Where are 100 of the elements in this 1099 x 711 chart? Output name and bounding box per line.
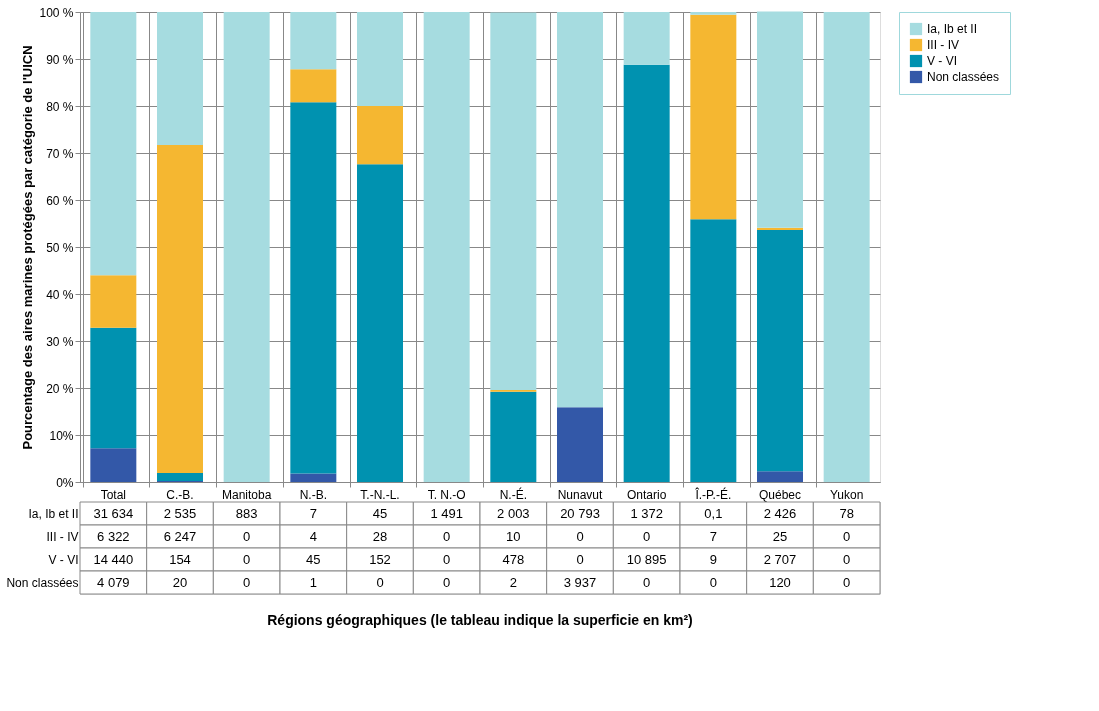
text: 0 [843,528,851,544]
legend-label: III - IV [927,38,960,52]
text: 152 [369,551,391,567]
bar [490,12,537,390]
y-tick-label: 10% [49,428,74,443]
text: 154 [169,551,191,567]
y-tick-label: 20 % [46,381,74,396]
x-tick-label: N.-B. [299,487,328,502]
bar [690,12,737,15]
text: 14 440 [93,551,134,567]
bar [757,230,803,472]
bar [90,448,137,482]
y-tick-label: 0% [56,475,74,490]
text: 883 [235,505,258,521]
text: 2 426 [763,505,797,521]
text: 1 372 [630,505,663,521]
text: 2 003 [497,505,530,521]
x-tick-label: N.-É. [499,486,528,502]
bar [490,391,537,482]
bar [290,12,337,70]
text: 78 [839,505,854,521]
y-tick-label: 70 % [46,146,74,161]
bar [423,12,470,482]
bar [157,12,203,146]
bar [157,145,203,474]
bar [290,473,337,482]
bar [690,219,737,482]
bar [90,12,137,276]
y-tick-label: 60 % [46,193,74,208]
bar [90,275,137,328]
text: Non classées [6,575,79,590]
bar [757,11,803,228]
bar [823,12,870,482]
y-axis-title: Pourcentage des aires marines protégées par catégorie de l'UICN [20,45,36,450]
text: Ia, Ib et II [28,506,79,521]
text: 20 793 [560,505,600,521]
bar [557,407,603,482]
x-tick-label: Yukon [829,487,864,502]
text: 478 [502,551,525,567]
text: 0 [843,551,851,567]
bar [623,64,670,482]
text: 0,1 [704,505,723,521]
text: 0 [443,551,451,567]
bar [357,12,403,106]
bar [90,327,137,449]
y-tick-label: 80 % [46,99,74,114]
text: 0 [576,528,584,544]
legend-label: Non classées [927,70,1000,84]
text: 9 [709,551,717,567]
text: III - IV [46,529,79,544]
bar [757,471,803,482]
text: 0 [243,528,251,544]
text: 120 [769,574,791,590]
bar [557,12,603,408]
text: 45 [306,551,321,567]
x-tick-label: T.-N.-L. [360,487,400,502]
x-tick-label: Québec [758,487,802,502]
text: 25 [772,528,788,544]
y-tick-label: 100 % [39,5,74,20]
text: 7 [309,505,317,521]
text: 0 [443,574,451,590]
text: 0 [576,551,584,567]
text: 0 [443,528,451,544]
text: 0 [243,574,251,590]
x-tick-label: Total [100,487,127,502]
text: 6 322 [97,528,130,544]
legend-label: V - VI [927,54,958,68]
legend-label: Ia, Ib et II [927,22,978,36]
bar [157,473,203,482]
x-tick-label: T. N.-O [427,487,466,502]
y-tick-label: 50 % [46,240,74,255]
text: 0 [643,574,651,590]
text: 0 [243,551,251,567]
bar [357,106,403,165]
text: 0 [843,574,851,590]
text: 2 [509,574,517,590]
text: 10 895 [626,551,667,567]
text: 6 247 [163,528,197,544]
text: 20 [172,574,188,590]
x-tick-label: Nunavut [557,487,604,502]
bar [623,12,670,65]
text: 0 [643,528,651,544]
y-tick-label: 30 % [46,334,74,349]
text: 1 [309,574,317,590]
text: 3 937 [563,574,597,590]
text: 10 [506,528,521,544]
text: 2 707 [763,551,797,567]
text: V - VI [48,552,79,567]
bar [357,164,403,482]
x-tick-label: Ontario [626,487,667,502]
x-tick-label: C.-B. [166,487,194,502]
text: 1 491 [430,505,463,521]
text: 45 [372,505,388,521]
y-tick-label: 90 % [46,52,74,67]
bar [690,14,737,220]
text: Régions géographiques (le tableau indique la superficie en km²) [267,612,693,628]
text: 2 535 [163,505,197,521]
x-tick-label: Î.-P.-É. [694,486,732,502]
bar [290,69,337,103]
x-tick-label: Manitoba [221,487,272,502]
